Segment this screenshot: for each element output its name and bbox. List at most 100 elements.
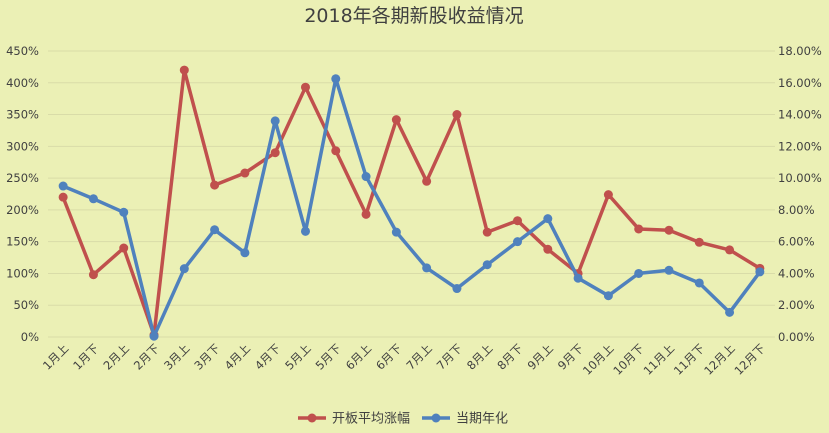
legend-swatch-marker (431, 413, 441, 423)
data-point (482, 227, 492, 237)
x-tick-label: 12月下 (731, 341, 768, 378)
right-tick-label: 14.00% (778, 108, 822, 122)
legend: 开板平均涨幅 当期年化 (298, 412, 508, 427)
right-tick-label: 6.00% (778, 235, 815, 249)
data-point (210, 180, 220, 190)
x-tick-label: 3月下 (191, 341, 222, 372)
data-point (88, 194, 98, 204)
data-point (179, 65, 189, 75)
legend-swatch-marker (307, 413, 317, 423)
x-tick-label: 1月上 (40, 341, 71, 372)
x-tick-label: 7月下 (434, 341, 465, 372)
legend-label: 当期年化 (456, 412, 508, 427)
data-point (482, 260, 492, 270)
data-point (452, 284, 462, 294)
legend-item: 当期年化 (422, 412, 508, 427)
data-point (422, 263, 432, 273)
data-point (634, 224, 644, 234)
data-point (634, 268, 644, 278)
legend-label: 开板平均涨幅 (332, 412, 410, 427)
x-tick-label: 4月下 (252, 341, 283, 372)
x-axis: 1月上1月下2月上2月下3月上3月下4月上4月下5月上5月下6月上6月下7月上7… (40, 341, 768, 378)
data-point (210, 225, 220, 235)
data-point (755, 267, 765, 277)
left-tick-label: 300% (6, 139, 39, 153)
left-tick-label: 50% (13, 298, 39, 312)
x-tick-label: 4月上 (222, 341, 253, 372)
data-point (300, 82, 310, 92)
series-2 (58, 74, 765, 341)
data-point (270, 116, 280, 126)
right-axis: 0.00% 2.00% 4.00% 6.00% 8.00% 10.00% 12.00% 14.… (778, 44, 822, 344)
right-tick-label: 2.00% (778, 298, 815, 312)
right-tick-label: 12.00% (778, 139, 822, 153)
x-tick-label: 3月上 (161, 341, 192, 372)
data-point (513, 216, 523, 226)
left-tick-label: 200% (6, 203, 39, 217)
data-point (179, 264, 189, 274)
data-point (664, 225, 674, 235)
data-point (573, 273, 583, 283)
x-tick-label: 2月上 (101, 341, 132, 372)
data-point (300, 226, 310, 236)
chart-title: 2018年各期新股收益情况 (304, 5, 523, 27)
x-tick-label: 11月下 (671, 341, 708, 378)
left-tick-label: 450% (6, 44, 39, 58)
x-tick-label: 5月下 (313, 341, 344, 372)
right-tick-label: 16.00% (778, 76, 822, 90)
right-tick-label: 0.00% (778, 330, 815, 344)
data-point (119, 207, 129, 217)
data-point (452, 110, 462, 120)
data-point (543, 214, 553, 224)
x-tick-label: 8月下 (494, 341, 525, 372)
data-point (664, 265, 674, 275)
x-tick-label: 6月下 (373, 341, 404, 372)
left-tick-label: 100% (6, 266, 39, 280)
data-point (88, 270, 98, 280)
data-point (149, 331, 159, 341)
x-tick-label: 8月上 (464, 341, 495, 372)
series-line (62, 77, 762, 338)
x-tick-label: 2月下 (131, 341, 162, 372)
left-tick-label: 0% (21, 330, 39, 344)
x-tick-label: 6月上 (343, 341, 374, 372)
x-tick-label: 11月上 (641, 341, 678, 378)
series-layer (58, 65, 765, 341)
data-point (513, 237, 523, 247)
left-tick-label: 400% (6, 76, 39, 90)
data-point (361, 172, 371, 182)
data-point (58, 192, 68, 202)
data-point (391, 115, 401, 125)
right-tick-label: 4.00% (778, 266, 815, 280)
left-axis: 0% 50% 100% 150% 200% 250% 300% 350% 400% 450% (6, 44, 39, 344)
data-point (543, 244, 553, 254)
x-tick-label: 5月上 (282, 341, 313, 372)
series-line (61, 68, 761, 337)
data-point (240, 168, 250, 178)
data-point (725, 307, 735, 317)
series-1 (58, 65, 765, 340)
right-tick-label: 8.00% (778, 203, 815, 217)
x-tick-label: 7月上 (403, 341, 434, 372)
x-tick-label: 10月上 (580, 341, 617, 378)
data-point (694, 278, 704, 288)
data-point (361, 209, 371, 219)
data-point (58, 181, 68, 191)
data-point (331, 74, 341, 84)
data-point (694, 237, 704, 247)
left-tick-label: 150% (6, 235, 39, 249)
x-tick-label: 10月下 (610, 341, 647, 378)
data-point (331, 146, 341, 156)
left-tick-label: 350% (6, 108, 39, 122)
data-point (391, 227, 401, 237)
x-tick-label: 1月下 (70, 341, 101, 372)
right-tick-label: 10.00% (778, 171, 822, 185)
right-tick-label: 18.00% (778, 44, 822, 58)
x-tick-label: 12月上 (701, 341, 738, 378)
data-point (119, 243, 129, 253)
data-point (603, 190, 613, 200)
data-point (270, 148, 280, 158)
data-point (603, 291, 613, 301)
